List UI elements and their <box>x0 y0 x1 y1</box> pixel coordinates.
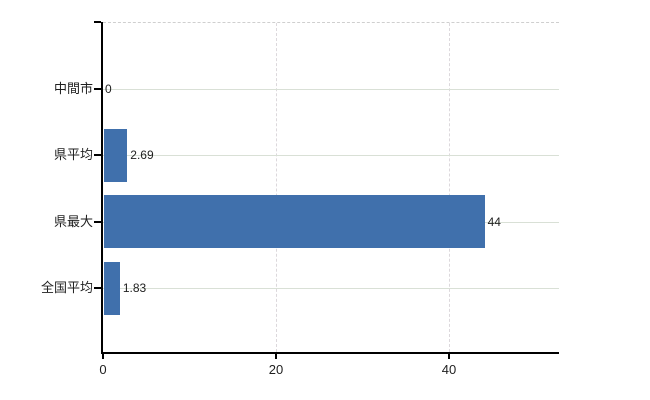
y-tick <box>94 21 101 23</box>
v-gridline <box>449 23 450 352</box>
category-label: 県最大 <box>53 213 93 229</box>
x-tick-label: 40 <box>441 362 457 377</box>
x-tick <box>102 354 104 359</box>
x-tick-label: 0 <box>99 362 107 377</box>
y-tick <box>94 87 101 90</box>
bar <box>104 128 127 182</box>
plot-top-border <box>103 22 559 23</box>
value-label: 2.69 <box>130 148 154 162</box>
x-tick <box>275 354 277 359</box>
bar <box>104 261 120 315</box>
value-label: 0 <box>105 81 112 96</box>
y-tick <box>94 287 101 289</box>
x-tick <box>448 354 450 359</box>
v-gridline <box>276 23 277 352</box>
value-label: 44 <box>487 214 501 229</box>
category-label: 県平均 <box>53 147 93 162</box>
y-tick <box>94 220 101 223</box>
x-tick-label: 20 <box>268 362 284 377</box>
bar <box>104 195 485 248</box>
y-tick <box>94 154 101 156</box>
h-gridline <box>103 88 559 90</box>
value-label: 1.83 <box>122 281 147 295</box>
h-gridline <box>103 288 559 289</box>
h-gridline <box>103 155 559 156</box>
x-axis-line <box>101 352 559 354</box>
y-axis-line <box>101 22 103 354</box>
category-label: 全国平均 <box>40 280 93 295</box>
plot-area <box>103 22 559 352</box>
category-label: 中間市 <box>53 80 93 96</box>
